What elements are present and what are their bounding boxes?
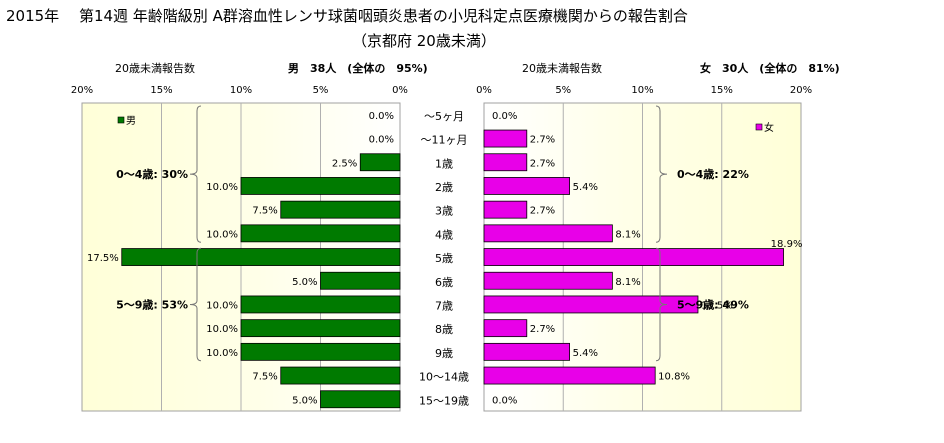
female-value-label: 10.8% [658, 372, 690, 383]
left-x-tick-label: 15% [150, 85, 172, 96]
male-value-label: 5.0% [292, 395, 317, 406]
age-category-label: 7歳 [435, 299, 453, 312]
female-value-label: 2.7% [530, 206, 555, 217]
male-bar [240, 224, 401, 243]
left-x-tick-label: 0% [392, 85, 408, 96]
male-value-label: 7.5% [252, 372, 277, 383]
right-x-tick-label: 20% [790, 85, 812, 96]
female-value-label: 8.1% [615, 229, 640, 240]
female-group-5-9-bracket [655, 247, 668, 362]
male-group-5-9-label: 5〜9歳: 53% [116, 297, 188, 311]
male-value-label: 10.0% [206, 229, 238, 240]
female-group-5-9-label: 5〜9歳: 49% [677, 297, 749, 311]
right-x-tick-label: 0% [476, 85, 492, 96]
male-value-label: 0.0% [369, 135, 394, 146]
age-category-label: 1歳 [435, 157, 453, 170]
male-group-0-4-bracket [189, 105, 202, 243]
female-bar [483, 129, 528, 148]
female-bar [483, 224, 613, 243]
female-value-label: 2.7% [530, 158, 555, 169]
female-value-label: 18.9% [771, 239, 803, 250]
male-group-5-9-bracket [189, 247, 202, 362]
female-legend-label: 女 [764, 121, 774, 134]
male-value-label: 10.0% [206, 348, 238, 359]
age-category-label: 9歳 [435, 347, 453, 360]
female-value-label: 2.7% [530, 324, 555, 335]
male-legend-swatch [117, 116, 125, 124]
left-header-label: 20歳未満報告数 [115, 62, 195, 75]
female-value-label: 8.1% [615, 277, 640, 288]
right-header-total: 女 30人 (全体の 81%) [700, 62, 840, 75]
age-category-label: 15〜19歳 [419, 394, 469, 407]
female-bar [483, 295, 699, 314]
male-bar [280, 200, 401, 219]
male-bar [320, 271, 401, 290]
male-bar [280, 366, 401, 385]
female-bar [483, 248, 784, 266]
right-x-tick-label: 5% [555, 85, 571, 96]
male-bar [320, 390, 401, 409]
left-header-total: 男 38人 (全体の 95%) [288, 62, 428, 75]
female-bar [483, 200, 528, 219]
age-category-label: 10〜14歳 [419, 371, 469, 384]
age-category-label: 2歳 [435, 181, 453, 194]
left-x-tick-label: 20% [71, 85, 93, 96]
female-value-label: 0.0% [492, 111, 517, 122]
left-x-tick-label: 5% [313, 85, 329, 96]
male-group-0-4-label: 0〜4歳: 30% [116, 167, 188, 181]
male-value-label: 17.5% [87, 253, 119, 264]
male-value-label: 2.5% [332, 158, 357, 169]
female-bar [483, 271, 613, 290]
male-bar [359, 153, 401, 172]
female-value-label: 0.0% [492, 395, 517, 406]
male-bar [121, 248, 401, 266]
female-bar [483, 366, 656, 385]
right-x-tick-label: 15% [711, 85, 733, 96]
male-value-label: 10.0% [206, 300, 238, 311]
left-x-tick-label: 10% [230, 85, 252, 96]
female-bar [483, 177, 570, 195]
female-group-0-4-bracket [655, 105, 668, 243]
male-value-label: 7.5% [252, 206, 277, 217]
age-category-label: 3歳 [435, 205, 453, 218]
right-x-tick-label: 10% [631, 85, 653, 96]
male-value-label: 10.0% [206, 182, 238, 193]
male-value-label: 0.0% [369, 111, 394, 122]
female-value-label: 5.4% [573, 348, 598, 359]
age-category-label: 8歳 [435, 323, 453, 336]
right-header-label: 20歳未満報告数 [522, 62, 602, 75]
female-bar [483, 342, 570, 361]
age-category-label: 4歳 [435, 228, 453, 241]
age-category-label: 5歳 [435, 252, 453, 265]
male-legend-label: 男 [126, 115, 136, 127]
chart-title-line1: 2015年 第14週 年齢階級別 A群溶血性レンサ球菌咽頭炎患者の小児科定点医療… [6, 7, 688, 25]
female-group-0-4-label: 0〜4歳: 22% [677, 167, 749, 181]
female-bar [483, 153, 528, 172]
chart-title-line2: （京都府 20歳未満） [352, 32, 496, 50]
female-value-label: 13.5% [701, 300, 733, 311]
male-bar [240, 177, 401, 195]
male-bar [240, 342, 401, 361]
male-value-label: 5.0% [292, 277, 317, 288]
female-value-label: 2.7% [530, 135, 555, 146]
female-legend-swatch [755, 123, 763, 131]
male-value-label: 10.0% [206, 324, 238, 335]
male-bar [240, 319, 401, 338]
female-value-label: 5.4% [573, 182, 598, 193]
age-category-label: 〜5ヶ月 [424, 110, 464, 123]
male-bar [240, 295, 401, 314]
female-bar [483, 319, 528, 338]
age-category-label: 6歳 [435, 276, 453, 289]
age-category-label: 〜11ヶ月 [421, 134, 468, 147]
